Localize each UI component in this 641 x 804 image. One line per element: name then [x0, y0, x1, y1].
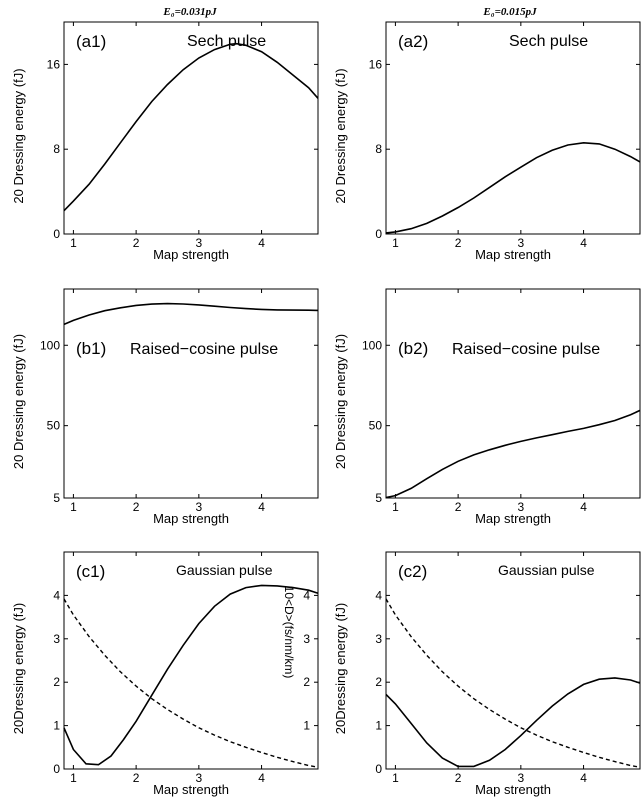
series-line-solid	[63, 42, 319, 212]
x-axis-label: Map strength	[153, 247, 229, 262]
y-tick-label: 2	[375, 675, 382, 689]
y-axis-label: 20 Dressing energy (fJ)	[11, 334, 26, 469]
x-axis-label: Map strength	[153, 782, 229, 797]
y-tick-label: 8	[375, 142, 382, 156]
panels-group: 1 2 3 4 0 8 16 (a1) Sech pulse Map strength 20 Dre…	[11, 21, 641, 797]
y-tick-label: 4	[53, 588, 60, 602]
panel-a2: 1 2 3 4 0 8 16 (a2) Sech pulse Map strength 20 Dre…	[333, 21, 641, 262]
x-axis-label: Map strength	[153, 511, 229, 526]
x-tick-label: 4	[580, 771, 587, 785]
x-axis-label: Map strength	[475, 247, 551, 262]
y-tick-label: 100	[362, 338, 382, 352]
x-tick-label: 4	[580, 236, 587, 250]
x-tick-label: 3	[517, 771, 524, 785]
y-tick-label: 16	[47, 57, 61, 71]
panel-title: Sech pulse	[187, 33, 266, 50]
y-tick-label: 50	[47, 419, 61, 433]
x-axis-label: Map strength	[475, 782, 551, 797]
panel-title: Sech pulse	[509, 33, 588, 50]
y-tick-label: 5	[53, 491, 60, 505]
y-tick-label: 3	[53, 632, 60, 646]
panel-label: (c1)	[76, 562, 105, 581]
x-tick-label: 3	[517, 236, 524, 250]
y-tick-label: 16	[369, 57, 383, 71]
y-axis-label: 20 Dressing energy (fJ)	[333, 334, 348, 469]
y-tick-label: 8	[53, 142, 60, 156]
x-tick-label: 1	[392, 771, 399, 785]
y-tick-label: 3	[375, 632, 382, 646]
series-line-dashed	[385, 598, 641, 768]
y-tick-label: 4	[375, 588, 382, 602]
x-tick-label: 4	[258, 771, 265, 785]
panel-label: (a2)	[398, 32, 428, 51]
panel-label: (b2)	[398, 339, 428, 358]
plot-frame	[63, 21, 319, 235]
y-tick-label: 0	[375, 762, 382, 776]
series-line-solid	[63, 302, 319, 326]
panel-b2: 1 2 3 4 5 50 100 (b2) Raised−cosine pulse Map str…	[333, 288, 641, 526]
series-line-solid	[385, 409, 641, 499]
plot-frame	[385, 551, 641, 770]
series-line-solid	[385, 141, 641, 234]
panel-label: (a1)	[76, 32, 106, 51]
y-tick-label: 100	[40, 338, 60, 352]
x-tick-label: 4	[580, 500, 587, 514]
x-tick-label: 2	[455, 236, 462, 250]
y-right-tick-label: 1	[303, 719, 310, 733]
series-line-dashed	[63, 598, 319, 768]
plot-frame	[63, 551, 319, 770]
y-tick-label: 1	[375, 719, 382, 733]
x-tick-label: 1	[70, 771, 77, 785]
column-title-right: E₀=0.015pJ	[482, 6, 537, 18]
panel-label: (b1)	[76, 339, 106, 358]
panel-title: Raised−cosine pulse	[452, 341, 600, 358]
panel-b1: 1 2 3 4 5 50 100 (b1) Raised−cosine pulse Map str…	[11, 288, 319, 526]
y-right-tick-label: 4	[303, 588, 310, 602]
x-tick-label: 2	[133, 500, 140, 514]
x-tick-label: 1	[392, 236, 399, 250]
panel-a1: 1 2 3 4 0 8 16 (a1) Sech pulse Map strength 20 Dre…	[11, 21, 319, 262]
x-tick-label: 1	[392, 500, 399, 514]
x-tick-label: 2	[133, 771, 140, 785]
x-tick-label: 3	[195, 500, 202, 514]
y-axis-label: 20 Dressing energy (fJ)	[333, 68, 348, 203]
series-line-solid	[63, 584, 319, 766]
plot-frame	[63, 288, 319, 499]
y-right-tick-label: 2	[303, 675, 310, 689]
plot-frame	[385, 21, 641, 235]
x-tick-label: 4	[258, 500, 265, 514]
y-axis-label: 20Dressing energy (fJ)	[11, 603, 26, 735]
x-axis-label: Map strength	[475, 511, 551, 526]
y-axis-label: 20 Dressing energy (fJ)	[11, 68, 26, 203]
x-tick-label: 3	[517, 500, 524, 514]
y-tick-label: 0	[53, 762, 60, 776]
y-tick-label: 2	[53, 675, 60, 689]
x-tick-label: 3	[195, 771, 202, 785]
plot-frame	[385, 288, 641, 499]
column-title-left: E₀=0.031pJ	[162, 6, 217, 18]
y-tick-label: 5	[375, 491, 382, 505]
x-tick-label: 2	[455, 771, 462, 785]
x-tick-label: 2	[455, 500, 462, 514]
y-tick-label: 0	[53, 227, 60, 241]
y-tick-label: 1	[53, 719, 60, 733]
y-right-axis-label: 10<D>(fs/nm/km)	[282, 586, 296, 679]
x-tick-label: 4	[258, 236, 265, 250]
x-tick-label: 1	[70, 500, 77, 514]
panel-title: Gaussian pulse	[176, 562, 273, 578]
series-line-solid	[385, 677, 641, 768]
x-tick-label: 3	[195, 236, 202, 250]
y-tick-label: 50	[369, 419, 383, 433]
x-tick-label: 1	[70, 236, 77, 250]
y-tick-label: 0	[375, 227, 382, 241]
y-axis-label: 20Dressing energy (fJ)	[333, 603, 348, 735]
panel-title: Raised−cosine pulse	[130, 341, 278, 358]
panel-title: Gaussian pulse	[498, 562, 595, 578]
y-right-tick-label: 3	[303, 632, 310, 646]
x-tick-label: 2	[133, 236, 140, 250]
panel-label: (c2)	[398, 562, 427, 581]
